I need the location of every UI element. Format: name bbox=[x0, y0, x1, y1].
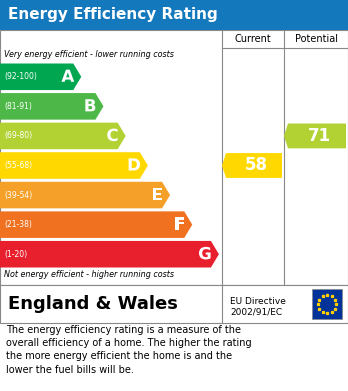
Text: F: F bbox=[174, 216, 185, 234]
Text: E: E bbox=[152, 186, 163, 204]
Bar bbox=[0, 0, 348, 30]
Polygon shape bbox=[0, 241, 219, 267]
Polygon shape bbox=[0, 182, 170, 208]
Text: (69-80): (69-80) bbox=[4, 131, 32, 140]
Text: C: C bbox=[106, 127, 119, 145]
Bar bbox=[0, 285, 348, 323]
Text: Potential: Potential bbox=[294, 34, 338, 44]
Text: D: D bbox=[127, 156, 141, 174]
Text: B: B bbox=[84, 97, 96, 115]
Polygon shape bbox=[284, 124, 346, 148]
Text: EU Directive: EU Directive bbox=[230, 296, 286, 305]
Text: (21-38): (21-38) bbox=[4, 220, 32, 229]
Text: England & Wales: England & Wales bbox=[8, 295, 178, 313]
Text: Current: Current bbox=[235, 34, 271, 44]
Polygon shape bbox=[0, 212, 192, 238]
Bar bbox=[0, 30, 348, 285]
Text: Very energy efficient - lower running costs: Very energy efficient - lower running co… bbox=[4, 50, 174, 59]
Polygon shape bbox=[222, 153, 282, 178]
Text: (55-68): (55-68) bbox=[4, 161, 32, 170]
Polygon shape bbox=[0, 93, 103, 120]
Text: The energy efficiency rating is a measure of the
overall efficiency of a home. T: The energy efficiency rating is a measur… bbox=[6, 325, 252, 375]
Polygon shape bbox=[0, 152, 148, 179]
Text: (1-20): (1-20) bbox=[4, 250, 27, 259]
Text: Energy Efficiency Rating: Energy Efficiency Rating bbox=[8, 7, 218, 23]
Text: 71: 71 bbox=[307, 127, 331, 145]
Text: 2002/91/EC: 2002/91/EC bbox=[230, 307, 282, 316]
Text: 58: 58 bbox=[245, 156, 268, 174]
Text: (92-100): (92-100) bbox=[4, 72, 37, 81]
Text: Not energy efficient - higher running costs: Not energy efficient - higher running co… bbox=[4, 270, 174, 279]
Text: G: G bbox=[198, 245, 212, 263]
Polygon shape bbox=[0, 63, 81, 90]
Text: (39-54): (39-54) bbox=[4, 190, 32, 199]
Polygon shape bbox=[0, 123, 126, 149]
Text: A: A bbox=[61, 68, 74, 86]
Text: (81-91): (81-91) bbox=[4, 102, 32, 111]
Bar bbox=[312, 289, 342, 319]
